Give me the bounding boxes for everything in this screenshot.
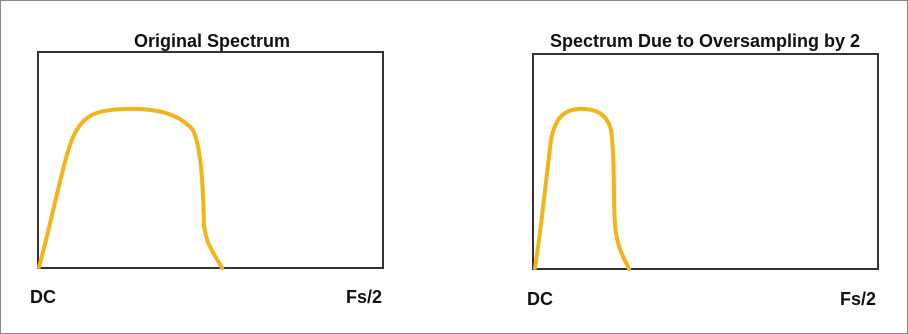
panel-title-oversampled: Spectrum Due to Oversampling by 2	[550, 31, 860, 51]
plot-box-oversampled	[532, 53, 879, 270]
panel-oversampled-spectrum: Spectrum Due to Oversampling by 2 DC Fs/…	[527, 31, 879, 309]
x-start-label-oversampled: DC	[527, 289, 553, 309]
panel-original-spectrum: Original Spectrum DC Fs/2	[30, 31, 384, 307]
plot-box-original	[37, 51, 384, 269]
spectrum-curve-original	[37, 106, 224, 270]
x-start-label-original: DC	[30, 287, 56, 307]
spectrum-curve-oversampled	[533, 106, 631, 271]
x-end-label-original: Fs/2	[346, 287, 382, 307]
panel-title-original: Original Spectrum	[134, 31, 290, 51]
x-end-label-oversampled: Fs/2	[840, 289, 876, 309]
